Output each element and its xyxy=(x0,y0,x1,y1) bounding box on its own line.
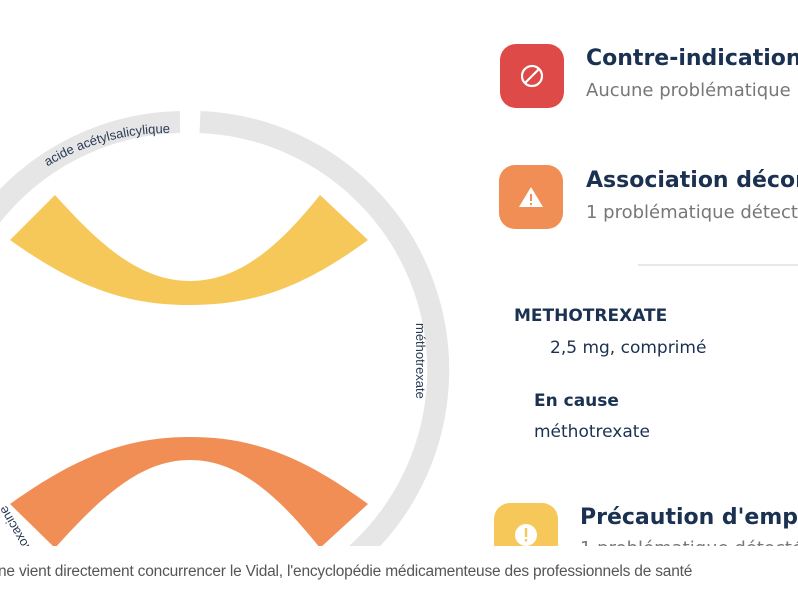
ring-segment-left xyxy=(0,111,181,223)
chord-ribbon-yellow xyxy=(10,195,368,305)
contraindication-subtitle: Aucune problématique xyxy=(586,80,791,101)
warning-triangle-icon xyxy=(499,165,563,229)
association-subtitle: 1 problématique détectée xyxy=(586,202,798,223)
association-title: Association déconseillée xyxy=(586,168,798,193)
contraindication-title: Contre-indication xyxy=(586,46,798,71)
exclamation-circle-icon xyxy=(494,503,558,546)
chord-diagram: acide acétylsalicylique méthotrexate lév… xyxy=(0,111,450,546)
cause-label: En cause xyxy=(534,391,619,411)
label-methotrexate: méthotrexate xyxy=(413,323,428,399)
drug-name: METHOTREXATE xyxy=(514,306,668,326)
precaution-title: Précaution d'emploi xyxy=(580,505,798,530)
caption-text: ne vient directement concurrencer le Vid… xyxy=(0,563,693,580)
image-caption: ne vient directement concurrencer le Vid… xyxy=(0,546,798,596)
chord-ribbon-orange xyxy=(10,437,368,546)
divider xyxy=(638,264,798,266)
cause-value: méthotrexate xyxy=(534,422,650,442)
drug-dose: 2,5 mg, comprimé xyxy=(550,338,707,358)
precaution-subtitle: 1 problématique détectée xyxy=(580,538,798,546)
prohibited-icon xyxy=(500,44,564,108)
screenshot: acide acétylsalicylique méthotrexate lév… xyxy=(0,44,798,546)
ring-segment-right xyxy=(199,111,450,546)
